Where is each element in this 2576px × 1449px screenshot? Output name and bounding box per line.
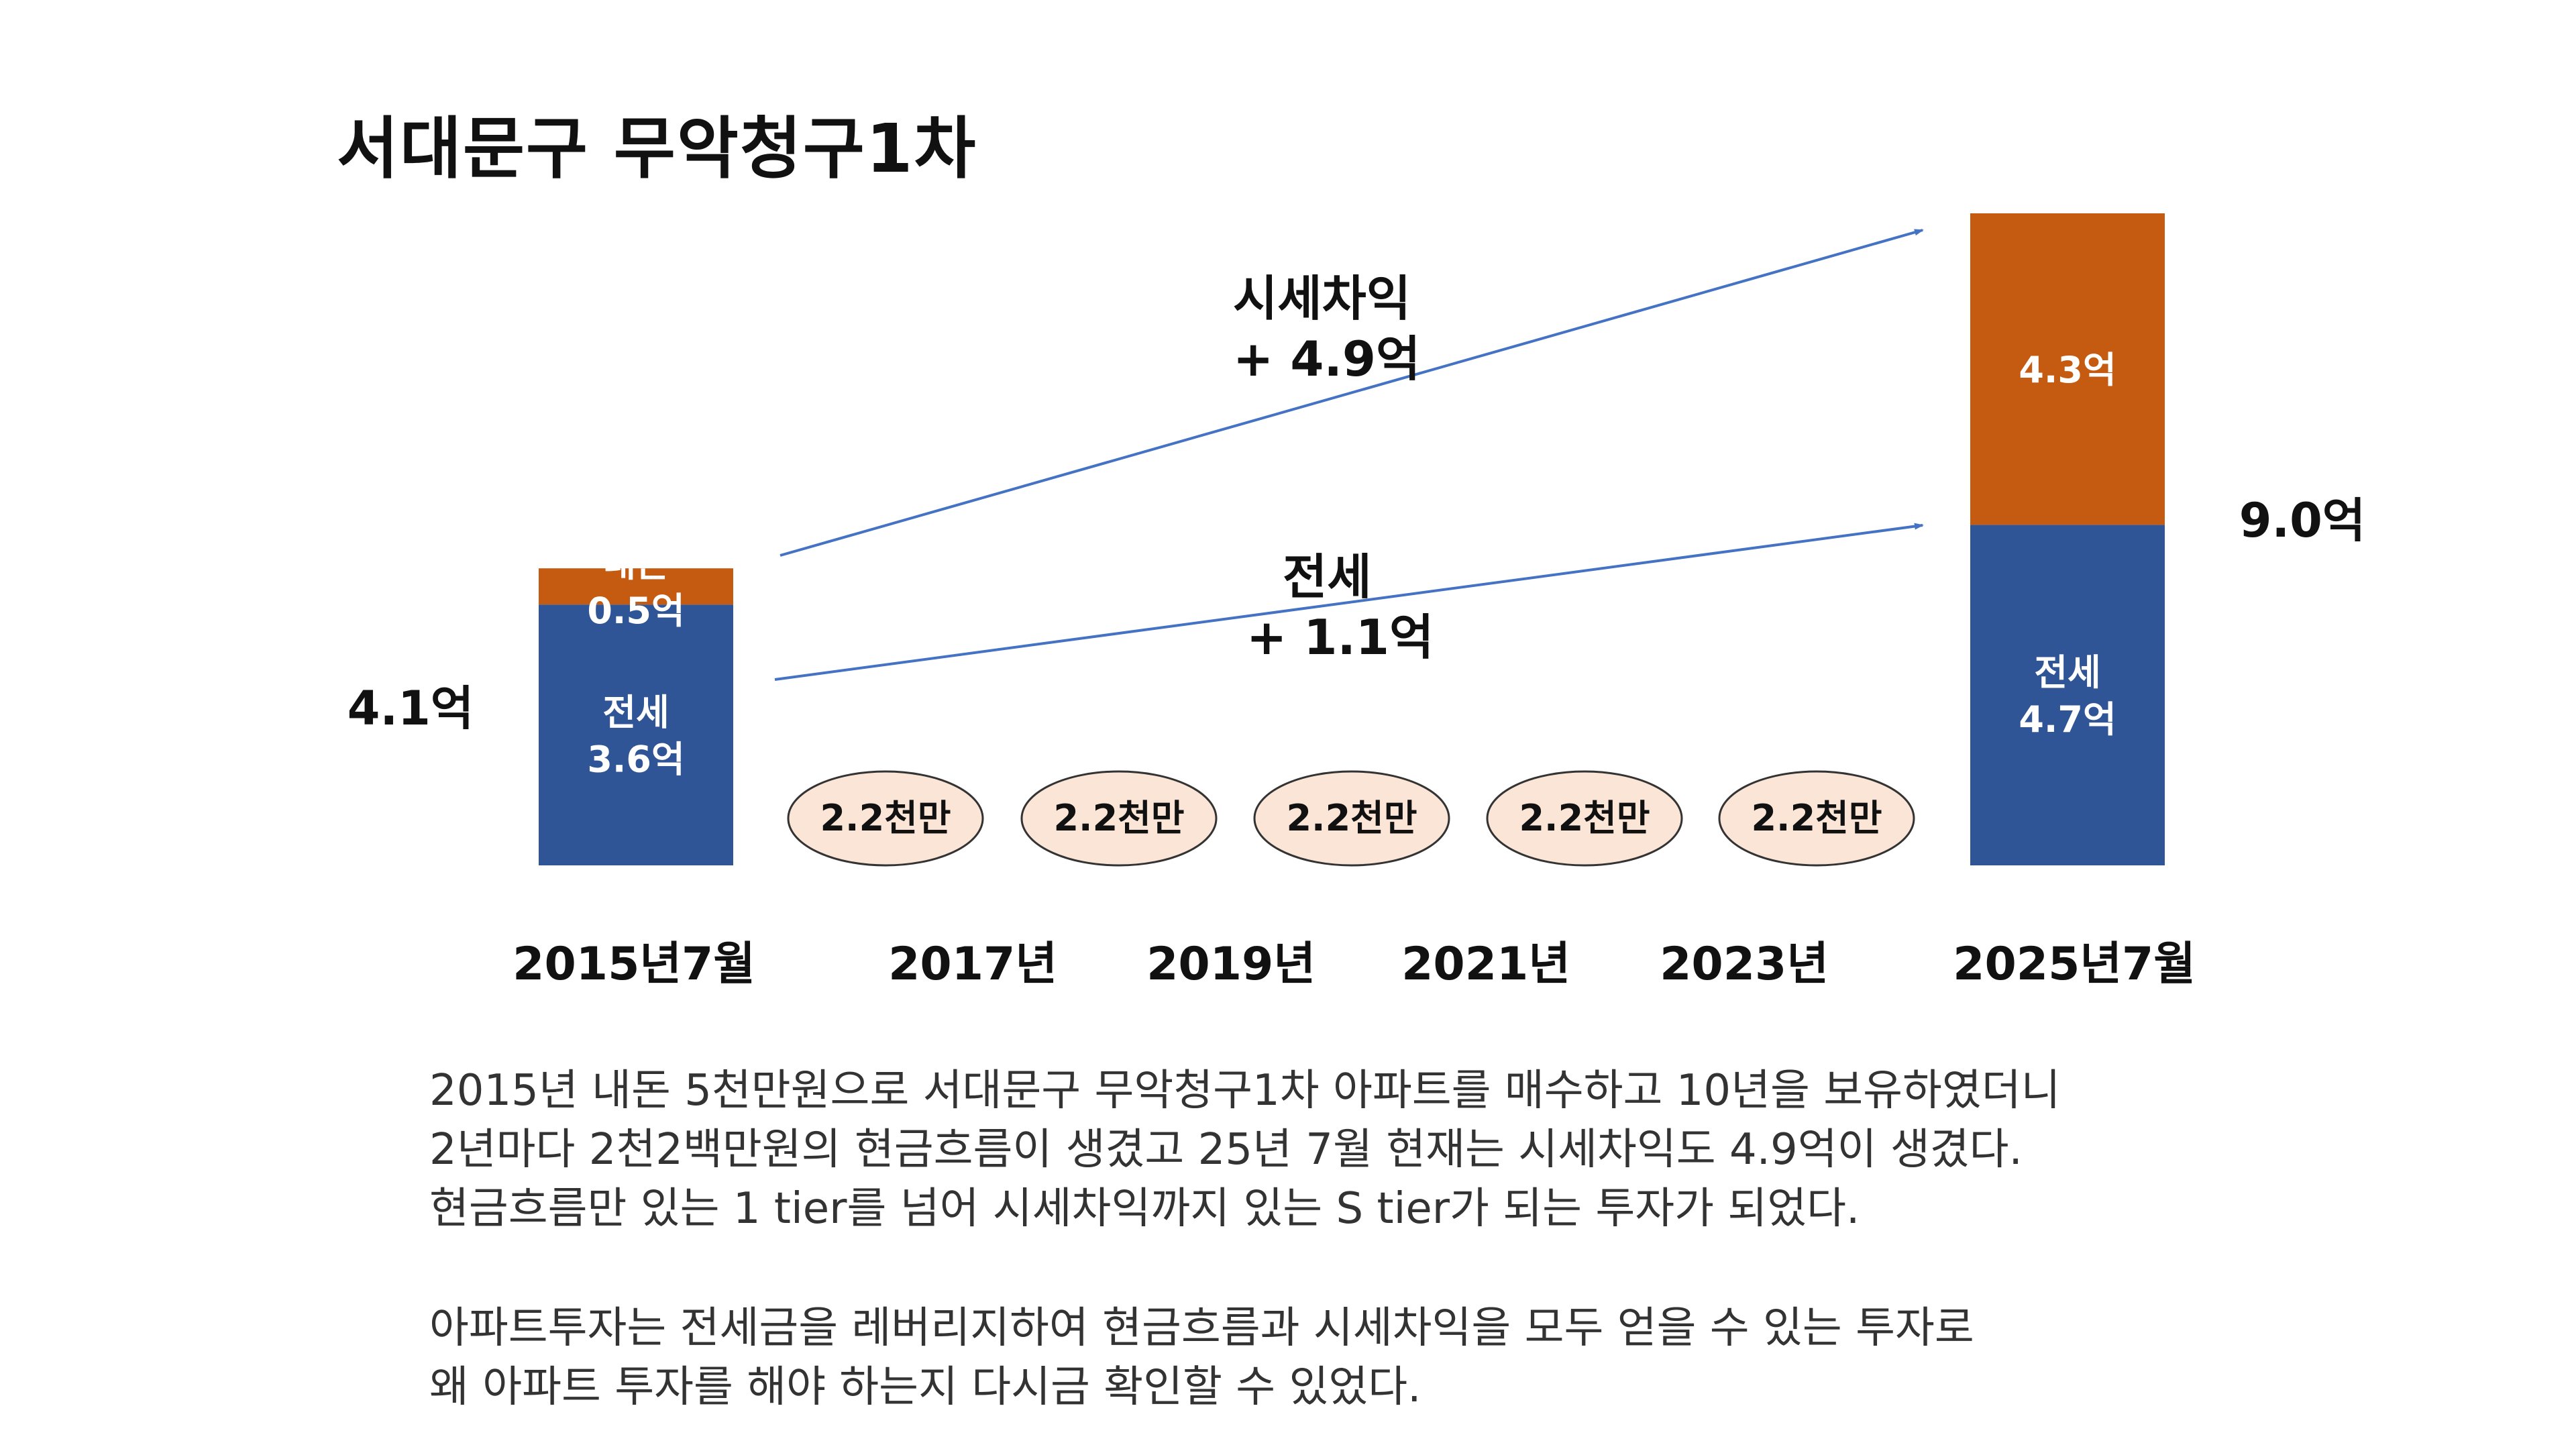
- bar-0-segment-1-label: 0.5억: [587, 590, 684, 632]
- paragraph-1-line-1: 2015년 내돈 5천만원으로 서대문구 무악청구1차 아파트를 매수하고 10…: [429, 1066, 2061, 1116]
- paragraph-2: 아파트투자는 전세금을 레버리지하여 현금흐름과 시세차익을 모두 얻을 수 있…: [429, 1299, 1974, 1417]
- bar-1-segment-1: [1970, 213, 2165, 525]
- x-tick-label-0: 2015년7월: [513, 938, 755, 991]
- bar-0-segment-1: [539, 568, 733, 605]
- annotation-0-line-1: + 4.9억: [1233, 331, 1420, 387]
- x-tick-label-3: 2021년: [1401, 938, 1570, 991]
- annotation-1-line-1: + 1.1억: [1246, 609, 1434, 665]
- paragraph-1-line-2: 2년마다 2천2백만원의 현금흐름이 생겼고 25년 7월 현재는 시세차익도 …: [429, 1125, 2023, 1175]
- bar-0-segment-0-label: 전세: [602, 692, 669, 734]
- paragraph-2-line-2: 왜 아파트 투자를 해야 하는지 다시금 확인할 수 있었다.: [429, 1362, 1421, 1412]
- cash-flow-label-0: 2.2천만: [820, 797, 951, 839]
- cash-flow-pill-3: [1486, 770, 1683, 867]
- annotation-0-line-0: 시세차익: [1233, 270, 1411, 327]
- gain-arrow: [780, 229, 1924, 557]
- bar-1-segment-0-label: 4.7억: [2019, 698, 2116, 741]
- bar-0-segment-0-label: 3.6억: [587, 739, 684, 781]
- bar-1-segment-0-label: 전세: [2034, 651, 2100, 694]
- jeonse-arrow: [774, 523, 1924, 681]
- x-tick-label-1: 2017년: [888, 938, 1057, 991]
- x-tick-label-4: 2023년: [1660, 938, 1829, 991]
- paragraph-1: 2015년 내돈 5천만원으로 서대문구 무악청구1차 아파트를 매수하고 10…: [429, 1061, 2061, 1238]
- paragraph-1-line-3: 현금흐름만 있는 1 tier를 넘어 시세차익까지 있는 S tier가 되는…: [429, 1184, 1860, 1234]
- x-tick-label-2: 2019년: [1146, 938, 1316, 991]
- cash-flow-label-4: 2.2천만: [1751, 797, 1882, 839]
- bar-1-segment-0: [1970, 525, 2165, 865]
- cash-flow-label-1: 2.2천만: [1053, 797, 1184, 839]
- chart-title: 서대문구 무악청구1차: [337, 109, 977, 188]
- cash-flow-label-2: 2.2천만: [1286, 797, 1417, 839]
- x-tick-label-5: 2025년7월: [1953, 938, 2196, 991]
- bar-0-segment-0: [539, 604, 733, 865]
- bar-1-total-label: 9.0억: [2239, 493, 2365, 548]
- bar-1-segment-1-label: 4.3억: [2019, 349, 2116, 391]
- cash-flow-pill-0: [787, 770, 984, 867]
- paragraph-2-line-1: 아파트투자는 전세금을 레버리지하여 현금흐름과 시세차익을 모두 얻을 수 있…: [429, 1303, 1974, 1353]
- bar-0-segment-1-label: 내돈: [602, 543, 669, 585]
- cash-flow-pill-1: [1020, 770, 1218, 867]
- cash-flow-label-3: 2.2천만: [1519, 797, 1650, 839]
- bar-0-total-label: 4.1억: [347, 681, 474, 736]
- cash-flow-pill-4: [1718, 770, 1915, 867]
- annotation-1-line-0: 전세: [1283, 549, 1371, 605]
- cash-flow-pill-2: [1253, 770, 1450, 867]
